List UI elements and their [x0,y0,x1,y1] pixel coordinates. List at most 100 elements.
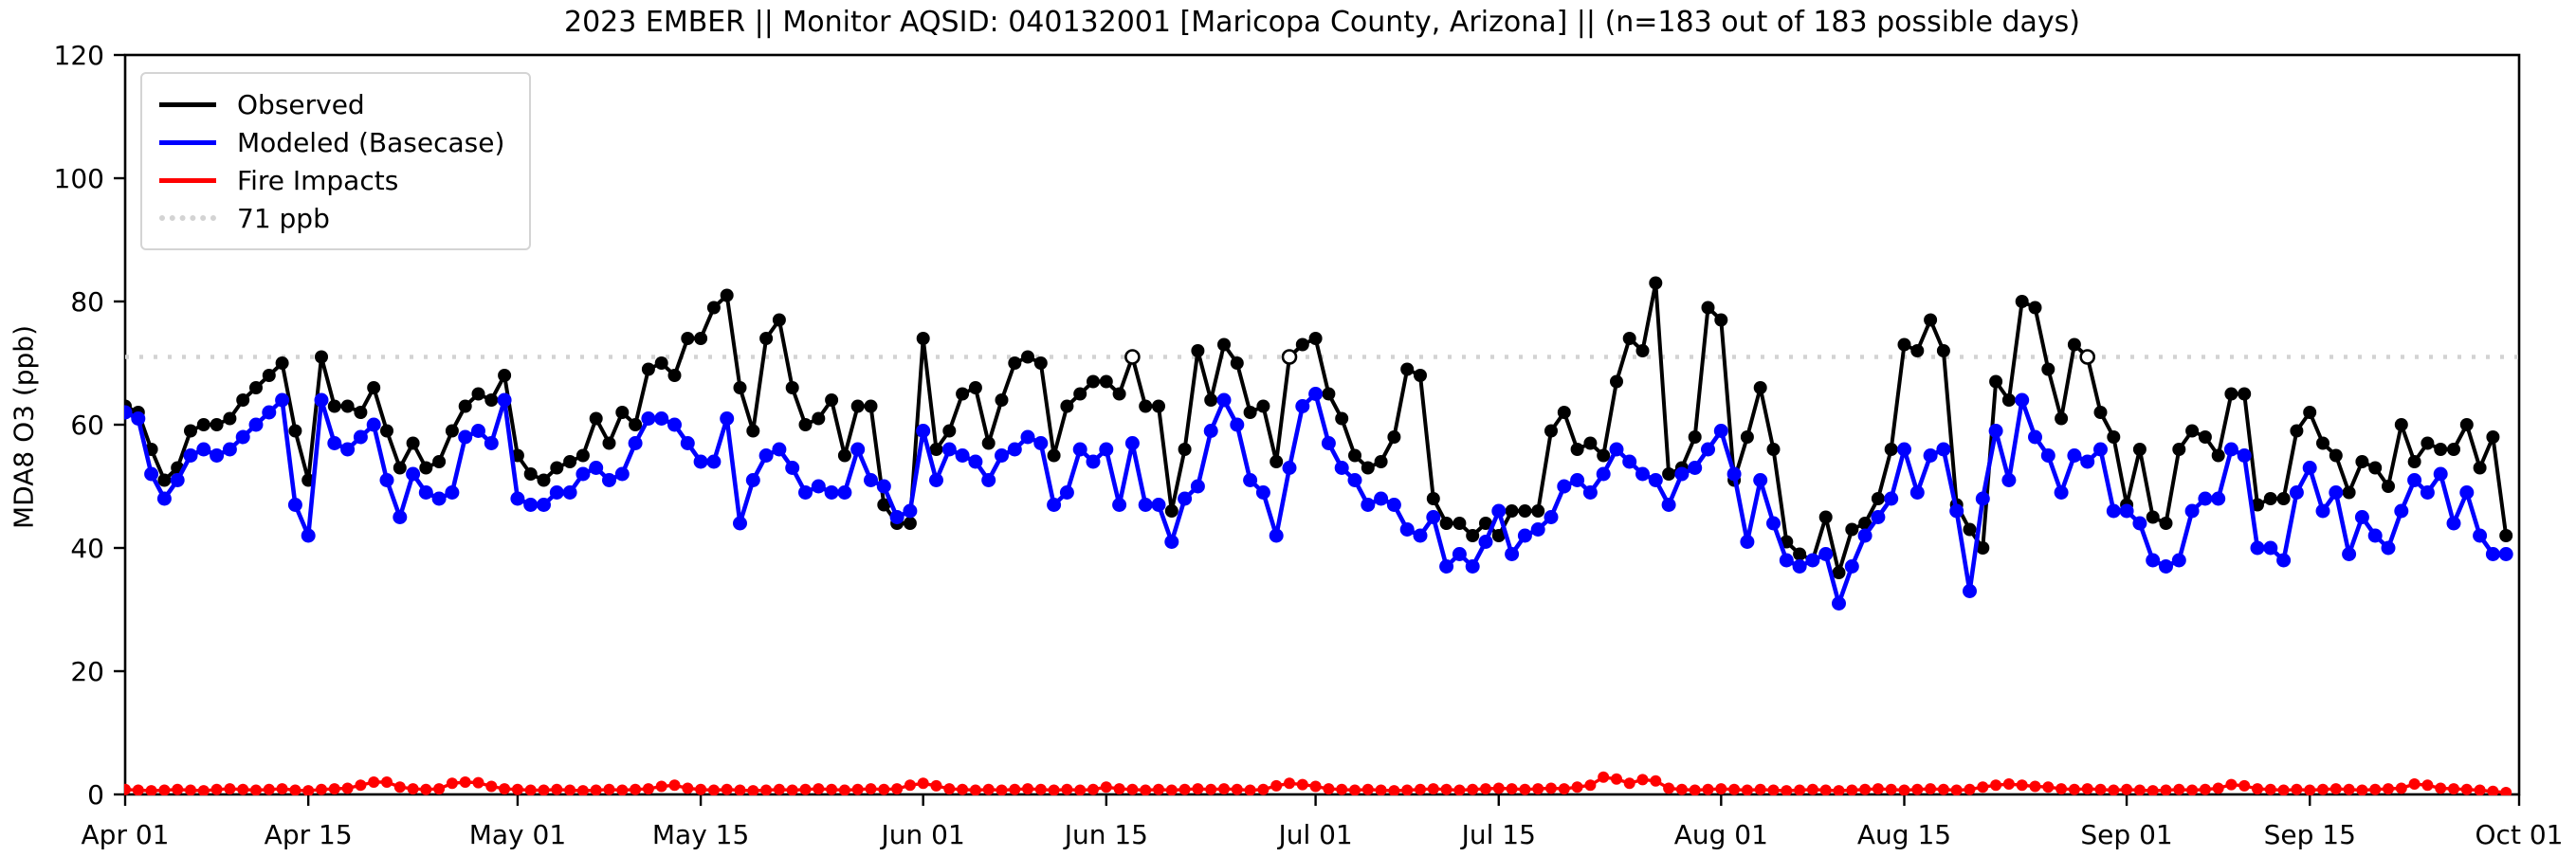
data-point [1059,485,1074,500]
data-point [1217,337,1231,352]
data-point [1713,424,1728,438]
data-point [262,369,276,382]
data-point [328,783,340,795]
data-point [1124,436,1140,450]
data-point [864,399,878,413]
data-point [1073,387,1087,401]
data-point [1545,782,1557,794]
data-point [2329,485,2344,500]
modeled-series [124,387,2513,611]
data-point [916,332,930,345]
data-point [2498,547,2513,561]
data-point [943,783,956,795]
data-point [472,776,484,789]
data-point [2394,503,2409,519]
x-tick-label: May 15 [652,819,749,850]
data-point [156,491,172,506]
data-point [275,356,289,370]
data-point [497,392,512,408]
data-point [1192,783,1204,795]
data-point [1399,522,1415,537]
data-point [1689,784,1701,795]
data-point [2185,424,2200,438]
data-point [341,782,354,794]
data-point [222,442,237,457]
data-point [2093,406,2108,419]
y-axis-label: MDA8 O3 (ppb) [8,324,40,530]
data-point [406,436,420,450]
data-point [314,392,329,408]
legend-label-modeled: Modeled (Basecase) [237,126,505,158]
data-point [537,473,551,487]
data-point [1871,492,1885,505]
data-point [1963,522,1977,537]
data-point [1033,436,1049,450]
data-point [2224,387,2238,401]
data-point [575,448,590,463]
data-point [124,405,133,420]
data-point [458,399,472,413]
data-point [499,783,511,795]
data-point [2487,785,2499,795]
data-point [1663,782,1675,794]
x-tick-label: Jul 01 [1276,819,1352,850]
data-point [786,784,798,795]
data-point [1818,510,1833,524]
data-point [248,417,264,432]
data-point [301,528,316,543]
data-point [1439,559,1454,574]
data-point [2367,528,2383,543]
data-point [2106,503,2121,519]
data-point [1505,547,1520,561]
data-point [1911,783,1924,795]
data-point [1793,547,1807,561]
data-point [1924,313,1938,327]
data-point [458,429,473,445]
data-point [1138,498,1153,512]
legend-row-modeled: Modeled (Basecase) [159,123,504,161]
data-point [1087,374,1100,389]
data-point [694,332,708,345]
data-point [1872,783,1884,795]
data-point [1609,442,1624,457]
data-point [1936,442,1951,457]
data-point [2173,783,2185,795]
data-point [2001,473,2017,487]
data-point [876,479,891,494]
data-point [1989,374,2003,389]
data-point [157,473,172,487]
data-point [1701,442,1715,457]
data-point [2042,781,2055,793]
data-point [642,783,654,795]
data-point [706,301,721,315]
data-point [1112,498,1127,512]
data-point [327,399,341,413]
data-point [196,442,211,457]
data-point [1256,399,1270,413]
legend-row-observed: Observed [159,85,504,123]
data-point [733,381,747,394]
data-point [289,784,301,795]
data-point [826,783,838,795]
data-point [681,332,695,345]
data-point [850,399,865,413]
data-point [419,461,433,475]
data-point [1871,510,1886,524]
data-point [969,784,981,795]
data-point [2015,295,2029,308]
legend-row-fire: Fire Impacts [159,161,504,199]
data-point [367,381,381,394]
data-point [693,454,708,469]
data-point [2108,784,2120,795]
data-point [2211,491,2226,506]
data-point [589,411,603,426]
data-point [1728,783,1741,795]
data-point [1178,491,1193,506]
data-point [877,498,891,512]
data-point [1792,559,1807,574]
data-point [680,436,695,450]
data-point [340,442,356,457]
data-point [602,473,616,487]
data-point [471,387,485,401]
data-point [655,780,667,793]
